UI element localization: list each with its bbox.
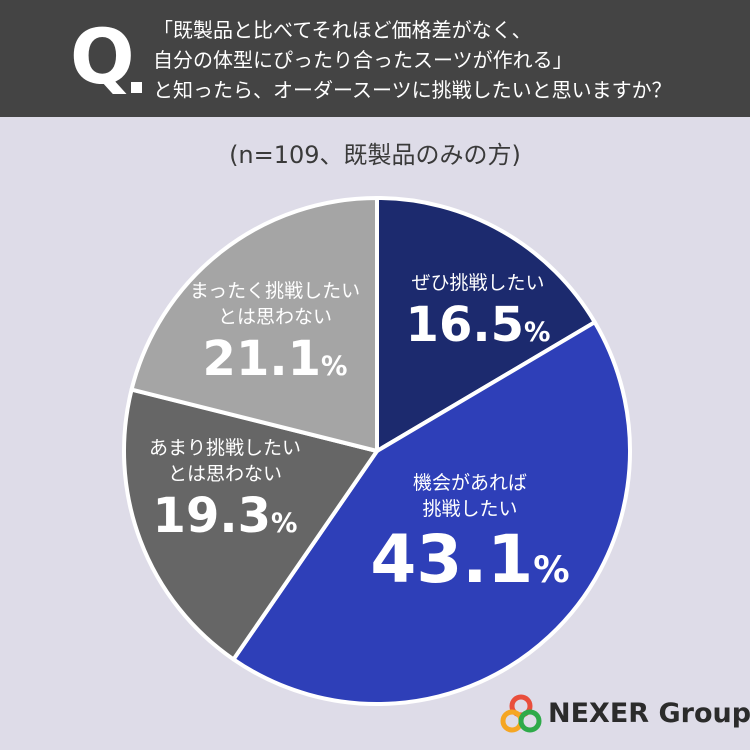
question-line-2: 自分の体型にぴったり合ったスーツが作れる」 bbox=[153, 48, 573, 72]
sample-note: (n=109、既製品のみの方) bbox=[229, 141, 521, 169]
slice-label-2-number: 19.3 bbox=[152, 488, 271, 544]
slice-label-1-value: 43.1% bbox=[355, 522, 585, 608]
slice-label-3-name-line-2: とは思わない bbox=[217, 306, 332, 328]
slice-label-0-value: 16.5% bbox=[378, 296, 578, 362]
question-header: Q 「既製品と比べてそれほど価格差がなく、 自分の体型にぴったり合ったスーツが作… bbox=[0, 0, 750, 117]
slice-label-3-value: 21.1% bbox=[160, 330, 390, 396]
slice-label-2-unit: % bbox=[270, 508, 298, 539]
question-mark: Q bbox=[70, 12, 135, 101]
question-line-3: と知ったら、オーダースーツに挑戦したいと思いますか？ bbox=[153, 78, 672, 102]
question-text: 「既製品と比べてそれほど価格差がなく、 自分の体型にぴったり合ったスーツが作れる… bbox=[153, 15, 743, 105]
nexer-logo-text: NEXER Group bbox=[548, 698, 750, 729]
slice-label-1-name-line-2: 挑戦したい bbox=[422, 498, 518, 520]
slice-label-1: 機会があれば 挑戦したい 43.1% bbox=[355, 470, 585, 608]
logo-ring-green bbox=[518, 709, 542, 733]
slice-label-3-unit: % bbox=[320, 351, 348, 382]
slice-label-2-name-line-1: あまり挑戦したい bbox=[148, 437, 301, 459]
slice-label-3-name-line-1: まったく挑戦したい bbox=[189, 280, 361, 302]
slice-label-3-number: 21.1 bbox=[202, 331, 321, 387]
slice-label-2-name-line-2: とは思わない bbox=[167, 463, 282, 485]
question-mark-dot bbox=[131, 82, 142, 93]
slice-label-0-name-line-1: ぜひ挑戦したい bbox=[411, 272, 545, 294]
slice-label-1-unit: % bbox=[533, 548, 570, 591]
question-line-1: 「既製品と比べてそれほど価格差がなく、 bbox=[153, 18, 532, 42]
slice-label-2: あまり挑戦したい とは思わない 19.3% bbox=[110, 435, 340, 553]
slice-label-1-number: 43.1 bbox=[370, 521, 534, 598]
pie-slice-1 bbox=[231, 320, 632, 706]
slice-label-0-number: 16.5 bbox=[405, 297, 524, 353]
pie-slice-3 bbox=[129, 196, 379, 453]
slice-label-1-name-line-1: 機会があれば bbox=[412, 472, 527, 494]
slice-label-0-unit: % bbox=[523, 317, 551, 348]
logo-ring-orange bbox=[500, 709, 524, 733]
pie-slice-2 bbox=[122, 387, 379, 662]
nexer-logo-mark bbox=[500, 694, 542, 733]
slice-label-3: まったく挑戦したい とは思わない 21.1% bbox=[160, 278, 390, 396]
slice-label-2-value: 19.3% bbox=[110, 487, 340, 553]
slice-label-0: ぜひ挑戦したい 16.5% bbox=[378, 270, 578, 362]
pie-slice-0 bbox=[375, 196, 597, 453]
